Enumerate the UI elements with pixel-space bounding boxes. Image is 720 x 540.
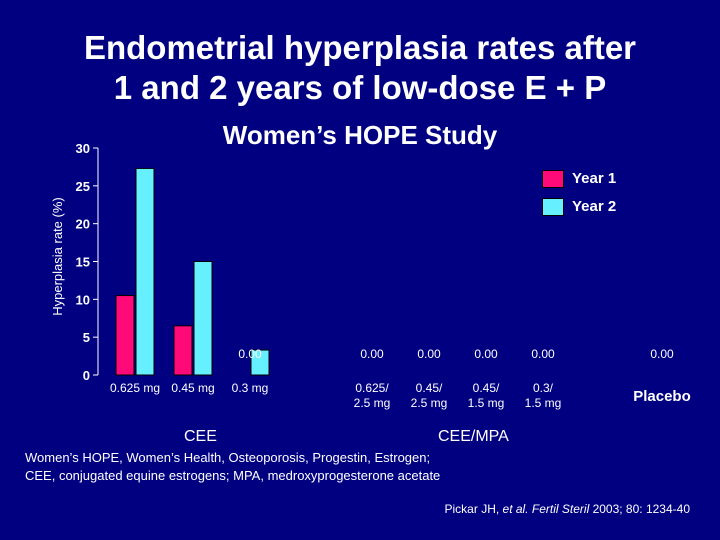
legend-swatch-year1 — [542, 170, 564, 188]
y-tick-label: 20 — [76, 217, 90, 232]
legend-swatch-year2 — [542, 198, 564, 216]
citation-ref: 2003; 80: 1234-40 — [589, 502, 690, 516]
footnote: Women’s HOPE, Women’s Health, Osteoporos… — [25, 449, 705, 485]
data-label: 0.00 — [238, 347, 262, 361]
y-tick-label: 30 — [76, 141, 90, 156]
y-tick-label: 5 — [83, 330, 90, 345]
y-tick-label: 0 — [83, 368, 90, 383]
data-label: 0.00 — [650, 347, 674, 361]
bar-year1-1 — [173, 325, 193, 376]
x-tick-label: 0.45/2.5 mg — [411, 381, 448, 410]
x-tick-label: 0.45/1.5 mg — [468, 381, 505, 410]
chart-title: Endometrial hyperplasia rates after 1 an… — [0, 28, 720, 108]
x-tick-label: 0.45 mg — [171, 381, 214, 395]
data-label: 0.00 — [474, 347, 498, 361]
title-line-2: 1 and 2 years of low-dose E + P — [113, 69, 607, 106]
y-tick-label: 10 — [76, 292, 90, 307]
group-label-cee: CEE — [184, 428, 217, 445]
citation-etal: et al. — [502, 502, 529, 516]
data-label: 0.00 — [360, 347, 384, 361]
bar-year2-2 — [250, 349, 270, 376]
title-line-1: Endometrial hyperplasia rates after — [83, 29, 637, 66]
y-axis-label: Hyperplasia rate (%) — [50, 197, 65, 316]
x-tick-label: 0.3 mg — [232, 381, 269, 395]
x-tick-label: Placebo — [633, 388, 691, 405]
footnote-line-2: CEE, conjugated equine estrogens; MPA, m… — [25, 468, 441, 483]
legend-label-year2: Year 2 — [572, 198, 617, 215]
bar-year2-1 — [193, 261, 213, 376]
data-label: 0.00 — [531, 347, 555, 361]
x-tick-label: 0.625/2.5 mg — [354, 381, 391, 410]
chart-subtitle: Women’s HOPE Study — [222, 120, 498, 150]
bar-year1-0 — [115, 295, 135, 376]
citation: Pickar JH, et al. Fertil Steril 2003; 80… — [445, 502, 690, 516]
footnote-line-1: Women’s HOPE, Women’s Health, Osteoporos… — [25, 450, 431, 465]
legend-label-year1: Year 1 — [572, 170, 617, 187]
y-tick-label: 25 — [76, 179, 90, 194]
y-tick-label: 15 — [76, 255, 90, 270]
bar-year2-0 — [135, 167, 155, 376]
x-tick-label: 0.3/1.5 mg — [525, 381, 562, 410]
x-tick-label: 0.625 mg — [110, 381, 160, 395]
citation-authors: Pickar JH, — [444, 502, 503, 516]
group-label-cee-mpa: CEE/MPA — [438, 428, 509, 445]
citation-journal: Fertil Steril — [531, 502, 590, 516]
data-label: 0.00 — [417, 347, 441, 361]
